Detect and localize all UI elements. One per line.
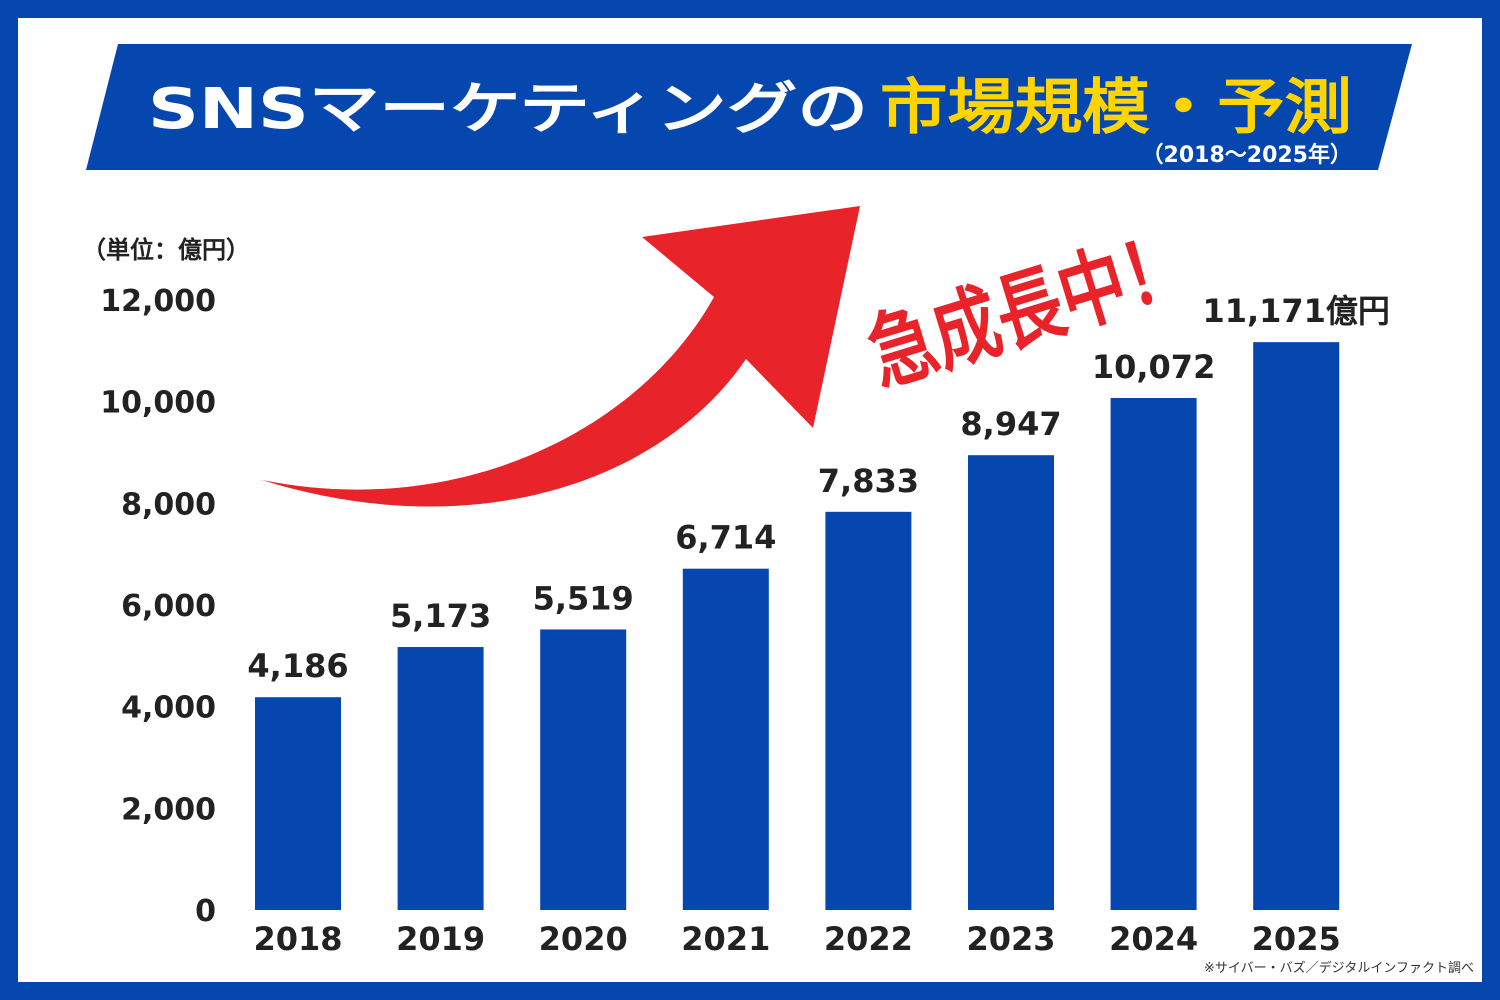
category-label-2021: 2021 xyxy=(681,920,770,958)
value-label-2022: 7,833 xyxy=(818,462,919,500)
x-axis-labels: 2018 2019 2020 2021 2022 2023 2024 2025 xyxy=(253,920,1340,958)
y-tick-label: 8,000 xyxy=(121,487,216,522)
y-tick-label: 10,000 xyxy=(100,386,216,421)
category-label-2023: 2023 xyxy=(966,920,1055,958)
title-highlight: 市場規模・予測 xyxy=(880,73,1352,143)
bar-2018 xyxy=(255,697,341,910)
y-tick-label: 6,000 xyxy=(121,589,216,624)
value-label-2018: 4,186 xyxy=(247,647,348,685)
bar-2022 xyxy=(825,511,912,910)
source-note: ※サイバー・バズ／デジタルインファクト調べ xyxy=(1204,960,1474,976)
y-tick-label: 12,000 xyxy=(100,284,216,319)
bar-2020 xyxy=(540,629,627,910)
title-banner-background xyxy=(86,44,1412,170)
value-label-2025: 11,171億円 xyxy=(1202,292,1390,330)
bar-2023 xyxy=(968,455,1054,910)
y-axis-ticks: 0 2,000 4,000 6,000 8,000 10,000 12,000 xyxy=(100,284,216,929)
category-label-2019: 2019 xyxy=(396,920,485,958)
category-label-2018: 2018 xyxy=(253,920,342,958)
bar-2025 xyxy=(1253,342,1340,910)
value-label-2019: 5,173 xyxy=(390,597,491,635)
category-label-2022: 2022 xyxy=(824,920,913,958)
bar-2019 xyxy=(397,647,484,910)
title-banner: SNSマーケティングの 市場規模・予測 （2018〜2025年） xyxy=(86,44,1412,170)
title-main: SNSマーケティングの xyxy=(148,77,868,142)
value-label-2021: 6,714 xyxy=(675,519,776,557)
title-period: （2018〜2025年） xyxy=(1142,142,1352,168)
y-tick-label: 4,000 xyxy=(121,691,216,726)
y-tick-label: 2,000 xyxy=(121,792,216,827)
value-labels: 4,186 5,173 5,519 6,714 7,833 8,947 10,072 11,1… xyxy=(247,292,1390,685)
growth-arrow xyxy=(262,206,860,507)
bar-2021 xyxy=(682,568,769,910)
value-label-2024: 10,072 xyxy=(1092,348,1215,386)
category-label-2024: 2024 xyxy=(1109,920,1198,958)
value-label-2023: 8,947 xyxy=(960,405,1061,443)
category-label-2025: 2025 xyxy=(1252,920,1341,958)
bars xyxy=(255,342,1340,910)
y-tick-label: 0 xyxy=(195,894,216,929)
unit-label: （単位：億円） xyxy=(82,236,250,264)
value-label-2020: 5,519 xyxy=(533,579,634,617)
bar-2024 xyxy=(1110,398,1197,910)
category-label-2020: 2020 xyxy=(539,920,628,958)
